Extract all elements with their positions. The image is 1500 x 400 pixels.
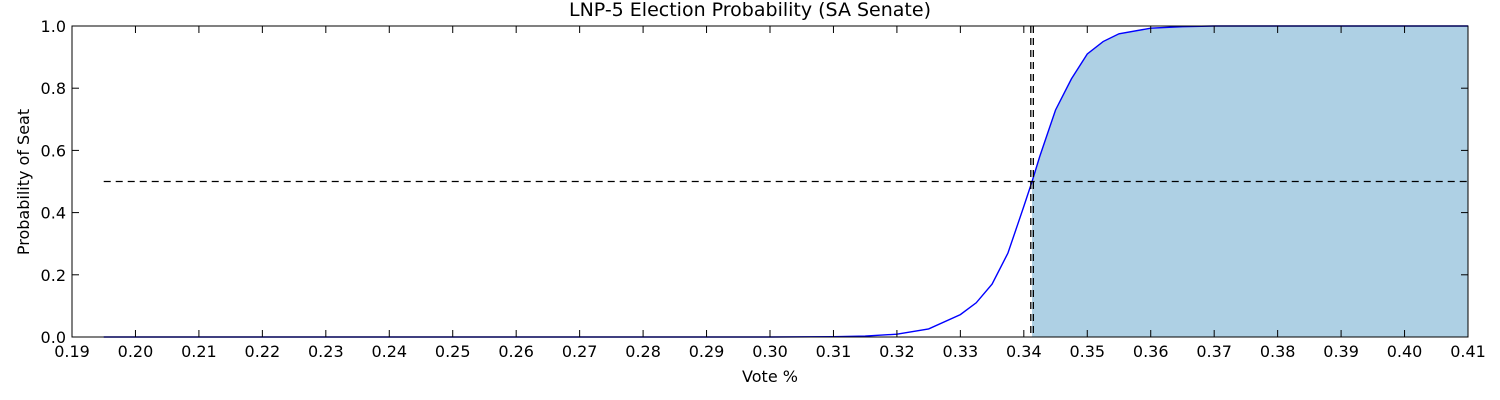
x-tick-label: 0.39 (1323, 342, 1359, 361)
x-tick-label: 0.25 (435, 342, 471, 361)
x-tick-label: 0.41 (1450, 342, 1486, 361)
series-line (103, 25, 1468, 338)
x-tick-label: 0.22 (245, 342, 281, 361)
y-axis-label: Probability of Seat (14, 109, 33, 255)
x-tick-label: 0.36 (1133, 342, 1169, 361)
x-tick-label: 0.37 (1196, 342, 1232, 361)
y-tick-label: 0.2 (41, 266, 66, 285)
x-tick-label: 0.29 (689, 342, 725, 361)
x-tick-label: 0.28 (625, 342, 661, 361)
x-tick-label: 0.34 (1006, 342, 1042, 361)
x-tick-label: 0.40 (1387, 342, 1423, 361)
y-tick-label: 0.6 (41, 141, 66, 160)
x-tick-label: 0.26 (498, 342, 534, 361)
series-layer (103, 25, 1468, 338)
x-tick-label: 0.20 (118, 342, 154, 361)
ticks-layer: 0.19 0.20 0.21 0.22 0.23 0.24 0.25 0.26 0.27 0.28… (41, 17, 1486, 361)
x-tick-label: 0.23 (308, 342, 344, 361)
x-tick-label: 0.24 (371, 342, 407, 361)
y-tick-label: 0.0 (41, 328, 66, 347)
x-tick-label: 0.27 (562, 342, 598, 361)
x-tick-label: 0.32 (879, 342, 915, 361)
x-tick-label: 0.30 (752, 342, 788, 361)
x-axis-label: Vote % (742, 367, 798, 386)
x-tick-label: 0.33 (943, 342, 979, 361)
y-tick-label: 1.0 (41, 17, 66, 36)
y-tick-label: 0.4 (41, 204, 66, 223)
y-tick-label: 0.8 (41, 79, 66, 98)
x-tick-label: 0.19 (54, 342, 90, 361)
x-tick-label: 0.35 (1069, 342, 1105, 361)
x-tick-label: 0.38 (1260, 342, 1296, 361)
chart-title: LNP-5 Election Probability (SA Senate) (569, 0, 931, 21)
x-tick-label: 0.31 (816, 342, 852, 361)
x-tick-label: 0.21 (181, 342, 217, 361)
reference-lines-layer (103, 26, 1468, 337)
